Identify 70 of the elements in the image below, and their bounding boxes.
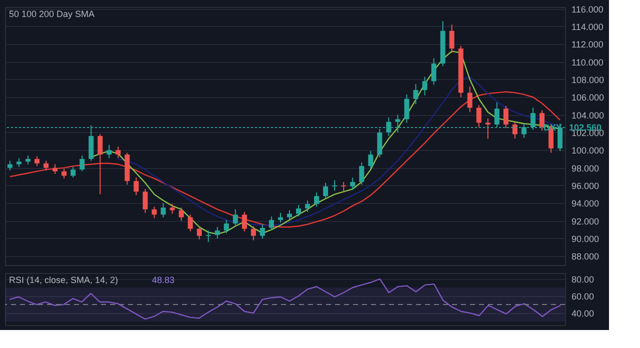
candlestick <box>485 118 490 140</box>
candlestick <box>224 219 229 234</box>
candlestick <box>332 180 338 192</box>
y-tick-label: 88.000 <box>572 252 600 262</box>
candlestick <box>44 160 49 171</box>
candlestick <box>368 150 374 170</box>
candlestick <box>268 216 274 232</box>
candlestick <box>80 154 85 172</box>
y-tick-label: 114.000 <box>572 22 604 32</box>
candlestick <box>34 156 40 167</box>
y-tick-label: 116.000 <box>572 4 604 14</box>
candlestick <box>160 202 166 218</box>
candlestick <box>188 214 193 232</box>
y-tick-label: 40.00 <box>572 308 594 319</box>
y-tick-label: 98.000 <box>572 163 600 174</box>
candlestick <box>196 226 202 240</box>
candlestick <box>305 200 310 212</box>
y-tick-label: 112.000 <box>572 40 604 50</box>
candlestick <box>314 192 320 208</box>
candlestick <box>170 204 175 214</box>
candlestick <box>296 204 302 217</box>
chart-title: RSI (14, close, SMA, 14, 2) <box>9 275 118 285</box>
y-tick-label: 104.000 <box>572 110 604 120</box>
candlestick <box>98 134 103 195</box>
candlestick <box>278 212 283 224</box>
candlestick <box>206 230 211 243</box>
candlestick <box>214 226 220 239</box>
candlestick <box>142 188 148 214</box>
candlestick <box>413 83 418 105</box>
candlestick <box>232 208 238 227</box>
candlestick <box>52 164 58 174</box>
y-tick-label: 60.00 <box>572 292 594 302</box>
candlestick <box>323 182 328 200</box>
y-tick-label: 80.00 <box>572 274 594 284</box>
candlestick <box>476 104 482 128</box>
candlestick <box>134 177 139 196</box>
y-tick-label: 96.000 <box>572 180 600 191</box>
candlestick <box>250 226 256 241</box>
y-tick-label: 108.000 <box>572 74 604 85</box>
candlestick <box>260 224 265 239</box>
annotation: 48.83 <box>152 275 175 285</box>
candlestick <box>540 110 545 132</box>
candlestick <box>431 58 436 86</box>
candlestick <box>512 121 518 140</box>
y-tick-label: 106.000 <box>572 92 604 103</box>
candlestick <box>422 76 428 96</box>
candlestick <box>449 24 454 54</box>
candlestick <box>106 144 112 159</box>
candlestick <box>7 160 12 171</box>
candlestick <box>359 162 364 186</box>
y-tick-label: 90.000 <box>572 234 600 244</box>
line-series <box>8 278 562 320</box>
candlestick <box>242 211 247 232</box>
candlestick <box>503 105 508 129</box>
y-tick-label: 92.000 <box>572 216 600 226</box>
y-tick-label: 110.000 <box>572 57 604 68</box>
y-tick-label: 100.000 <box>572 146 604 156</box>
line-series <box>9 91 561 228</box>
candlestick <box>178 207 184 222</box>
candlestick <box>350 177 356 190</box>
candlestick <box>467 86 472 113</box>
candlestick <box>404 94 410 124</box>
candlestick <box>62 168 67 179</box>
candlestick <box>341 181 346 194</box>
candlestick <box>70 166 76 178</box>
candlestick <box>116 146 121 159</box>
candlestick <box>287 210 292 222</box>
candlestick <box>152 206 157 219</box>
y-tick-label: 94.000 <box>572 198 600 209</box>
chart-title: 50 100 200 Day SMA <box>9 9 95 19</box>
